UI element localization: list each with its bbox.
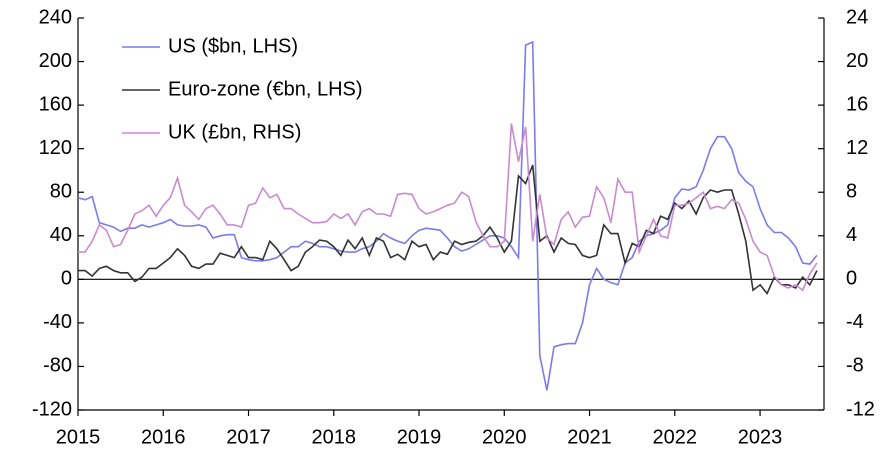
y-tick-label: 200 [39,50,72,72]
x-tick-label: 2022 [653,426,698,448]
y2-tick-label: 16 [846,93,868,115]
y-tick-label: 240 [39,6,72,28]
y-tick-label: 160 [39,93,72,115]
series-line [78,164,818,296]
legend-label: US ($bn, LHS) [168,35,298,57]
y2-tick-label: -4 [846,311,864,333]
y2-tick-label: 12 [846,137,868,159]
legend-label: Euro-zone (€bn, LHS) [168,78,363,100]
x-tick-label: 2023 [738,426,783,448]
x-tick-label: 2021 [567,426,612,448]
series-line [78,123,818,292]
y-tick-label: 120 [39,137,72,159]
x-tick-label: 2019 [397,426,442,448]
y2-tick-label: 0 [846,268,857,290]
y-tick-label: -80 [43,355,72,377]
y2-tick-label: 8 [846,181,857,203]
y2-tick-label: 4 [846,224,857,246]
x-tick-label: 2016 [141,426,186,448]
y-tick-label: -120 [32,398,72,420]
y2-tick-label: 24 [846,6,868,28]
series-line [77,40,818,391]
y-tick-label: 40 [50,224,72,246]
y2-tick-label: 20 [846,50,868,72]
x-tick-label: 2015 [56,426,101,448]
y-tick-label: -40 [43,311,72,333]
y-tick-label: 0 [61,268,72,290]
x-tick-label: 2017 [226,426,271,448]
legend-label: UK (£bn, RHS) [168,121,301,143]
x-tick-label: 2020 [482,426,527,448]
y2-tick-label: -8 [846,355,864,377]
y-tick-label: 80 [50,181,72,203]
y2-tick-label: -12 [846,398,875,420]
x-tick-label: 2018 [312,426,357,448]
